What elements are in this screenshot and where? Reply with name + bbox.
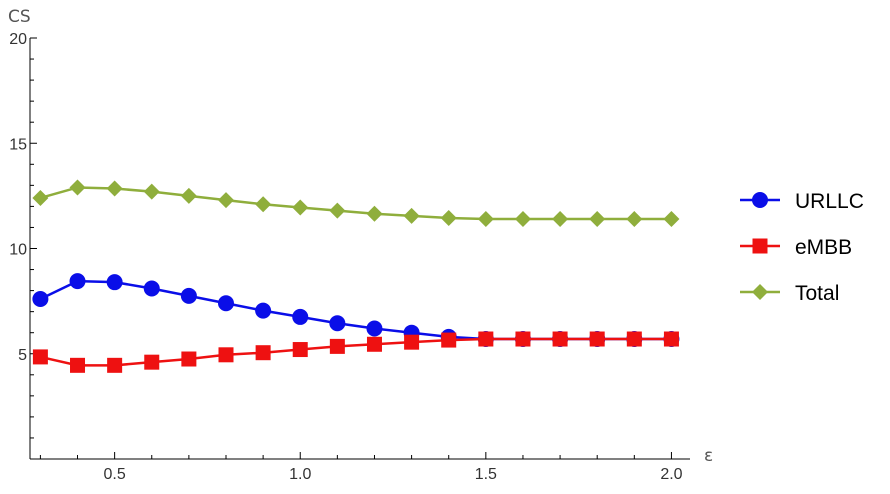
embb-line xyxy=(40,337,672,367)
total-point xyxy=(180,187,197,204)
x-tick-label: 2.0 xyxy=(660,466,682,483)
embb-point xyxy=(32,349,48,365)
legend-item-embb: eMBB xyxy=(740,236,852,259)
embb-point xyxy=(515,331,531,347)
total-point xyxy=(106,180,123,197)
total-point xyxy=(403,207,420,224)
embb-point xyxy=(255,345,271,361)
urllc-point xyxy=(366,320,383,337)
legend-label: eMBB xyxy=(795,236,852,259)
y-tick-label: 15 xyxy=(9,136,27,153)
series-urllc xyxy=(32,273,680,348)
series-embb xyxy=(32,331,679,373)
urllc-point xyxy=(217,295,234,312)
embb-point xyxy=(552,331,568,347)
urllc-point xyxy=(255,302,272,319)
total-point xyxy=(552,211,569,228)
embb-point xyxy=(626,331,642,347)
embb-point xyxy=(144,354,160,370)
urllc-point xyxy=(143,280,160,297)
total-point xyxy=(217,192,234,209)
legend-item-total: Total xyxy=(740,282,839,305)
total-point xyxy=(589,211,606,228)
total-point xyxy=(255,196,272,213)
series-total xyxy=(32,179,680,228)
legend-marker xyxy=(752,238,768,254)
total-line xyxy=(40,186,672,221)
urllc-point xyxy=(69,273,86,290)
y-tick-label: 20 xyxy=(9,31,27,48)
total-point xyxy=(626,211,643,228)
legend-item-urllc: URLLC xyxy=(740,190,864,213)
total-point xyxy=(69,179,86,196)
legend: URLLC eMBB Total xyxy=(740,190,864,305)
embb-point xyxy=(441,332,457,348)
legend-label: Total xyxy=(795,282,839,305)
x-ticks: 0.5 1.0 1.5 2.0 xyxy=(39,452,683,483)
axes: 0.5 1.0 1.5 2.0 5 10 15 20 CS ε xyxy=(8,7,713,483)
total-point xyxy=(366,205,383,222)
embb-point xyxy=(107,357,123,373)
y-tick-label: 10 xyxy=(9,242,27,259)
y-tick-label: 5 xyxy=(18,347,27,364)
embb-point xyxy=(663,331,679,347)
legend-label: URLLC xyxy=(795,190,864,213)
total-point xyxy=(329,202,346,219)
total-point xyxy=(663,211,680,228)
total-point xyxy=(514,211,531,228)
x-tick-label: 0.5 xyxy=(104,466,126,483)
urllc-point xyxy=(32,291,49,308)
y-ticks: 5 10 15 20 xyxy=(9,31,37,439)
embb-point xyxy=(218,347,234,363)
plot-area xyxy=(32,179,680,373)
embb-point xyxy=(70,357,86,373)
embb-point xyxy=(589,331,605,347)
x-tick-label: 1.0 xyxy=(289,466,311,483)
urllc-point xyxy=(292,308,309,325)
y-axis-title: CS xyxy=(8,7,31,27)
total-point xyxy=(292,199,309,216)
total-point xyxy=(143,183,160,200)
x-tick-label: 1.5 xyxy=(475,466,497,483)
total-point xyxy=(440,209,457,226)
embb-point xyxy=(366,336,382,352)
urllc-point xyxy=(106,274,123,291)
embb-point xyxy=(292,342,308,358)
legend-marker xyxy=(752,284,768,300)
total-point xyxy=(477,211,494,228)
x-axis-title: ε xyxy=(704,446,713,466)
urllc-point xyxy=(180,287,197,304)
embb-point xyxy=(478,331,494,347)
urllc-line xyxy=(39,279,672,341)
embb-point xyxy=(404,334,420,350)
urllc-point xyxy=(329,315,346,332)
embb-point xyxy=(329,338,345,354)
embb-point xyxy=(181,351,197,367)
legend-marker xyxy=(752,192,768,208)
total-point xyxy=(32,189,49,206)
